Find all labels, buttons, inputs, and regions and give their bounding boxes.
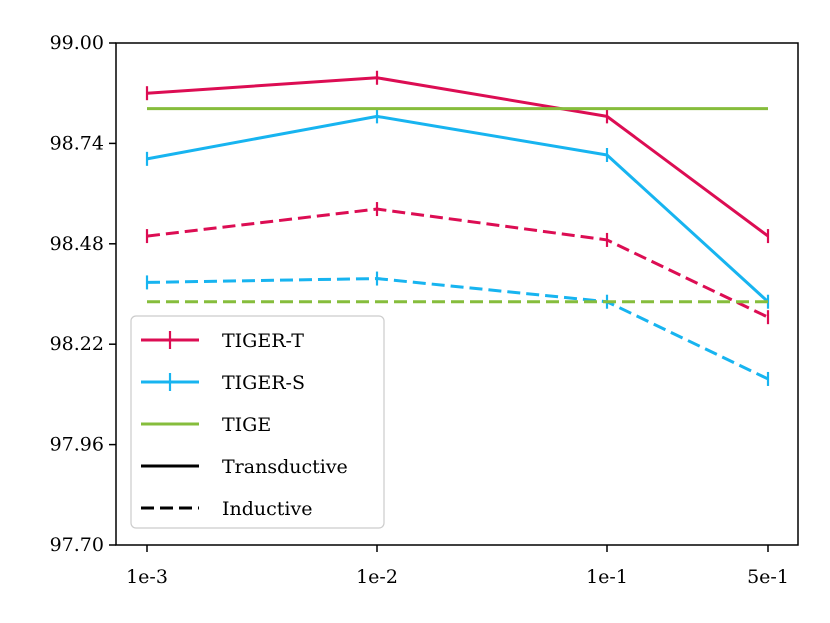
- x-tick-label-1: 1e-2: [356, 566, 398, 588]
- axis-layer: 97.70 97.96 98.22 98.48 98.74 99.00 1e-3 1e-2 1e…: [50, 32, 789, 588]
- series-tiger-t-transductive: [145, 70, 770, 244]
- series-tiger-t-inductive: [145, 202, 770, 325]
- y-tick-label-2: 98.22: [50, 333, 104, 355]
- x-tick-label-2: 1e-1: [586, 566, 628, 588]
- series-layer: [145, 70, 770, 386]
- legend-label-tiger-t: TIGER-T: [222, 330, 304, 352]
- plot-frame: [115, 42, 799, 546]
- legend-label-transductive: Transductive: [222, 456, 348, 478]
- y-tick-label-3: 98.48: [50, 233, 104, 255]
- x-tick-label-3: 5e-1: [747, 566, 789, 588]
- legend-label-tige: TIGE: [222, 414, 271, 436]
- y-tick-label-0: 97.70: [50, 534, 104, 556]
- legend-label-inductive: Inductive: [222, 498, 312, 520]
- legend: TIGER-T TIGER-S TIGE Transductive Inductive: [130, 315, 385, 529]
- y-tick-label-1: 97.96: [50, 434, 104, 456]
- series-line-tiger-s-transductive: [146, 114, 770, 303]
- legend-box: [130, 315, 385, 529]
- y-tick-label-5: 99.00: [50, 32, 104, 54]
- y-tick-label-4: 98.74: [50, 132, 104, 154]
- series-tiger-s-inductive: [145, 271, 770, 386]
- legend-label-tiger-s: TIGER-S: [222, 372, 305, 394]
- series-line-tiger-t-inductive: [146, 207, 769, 319]
- series-line-tiger-s-inductive: [146, 277, 769, 381]
- x-tick-label-0: 1e-3: [126, 566, 168, 588]
- series-line-tiger-t-transductive: [146, 76, 769, 238]
